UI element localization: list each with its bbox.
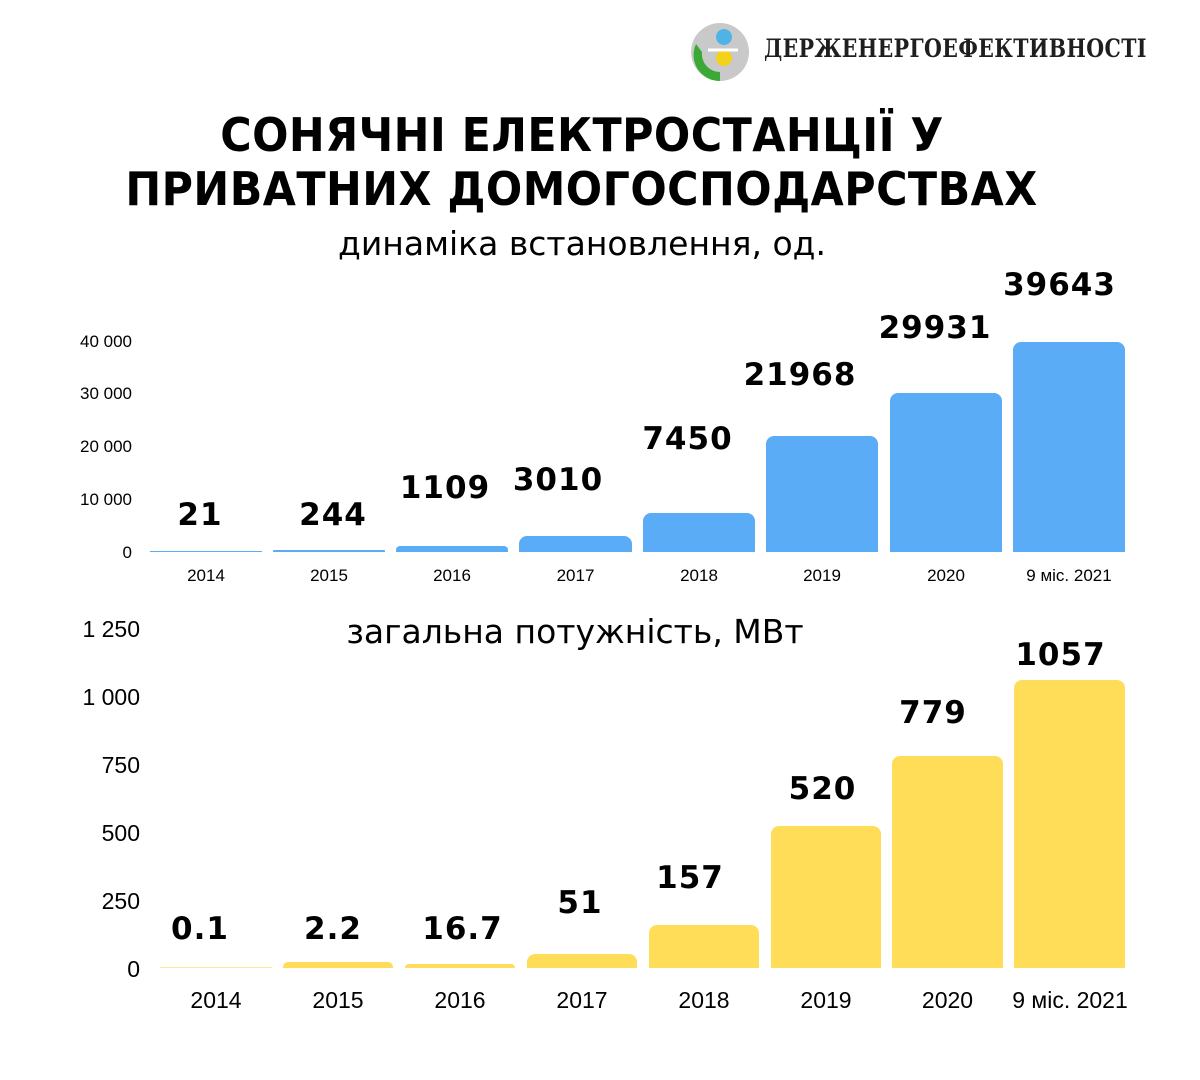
x-label: 2016	[433, 566, 471, 585]
chart2-title: загальна потужність, МВт	[346, 612, 804, 651]
x-label: 2014	[187, 566, 225, 585]
x-label: 2017	[556, 566, 595, 585]
value-label: 3010	[512, 462, 604, 498]
value-label: 244	[299, 497, 367, 533]
x-label: 2014	[190, 987, 242, 1013]
value-label: 7450	[642, 421, 733, 457]
value-label: 520	[788, 771, 857, 807]
bar-9m-2021	[1014, 680, 1125, 968]
x-label: 2018	[680, 566, 718, 585]
value-label: 1109	[399, 470, 491, 506]
value-label: 51	[557, 885, 603, 921]
page-title-line-1: СОНЯЧНІ ЕЛЕКТРОСТАНЦІЇ У	[220, 108, 944, 162]
x-label: 9 міс. 2021	[1012, 987, 1128, 1013]
bar-2017	[527, 954, 637, 968]
y-tick: 1 000	[82, 684, 140, 710]
energy-efficiency-logo-icon	[691, 23, 749, 82]
value-label: 21	[177, 497, 223, 533]
value-label: 16.7	[422, 911, 503, 947]
x-label: 2015	[312, 987, 364, 1013]
y-tick: 0	[122, 543, 132, 562]
bar-2016	[405, 964, 515, 968]
value-label: 21968	[743, 357, 857, 393]
bar-2018	[649, 925, 759, 968]
y-tick: 250	[101, 888, 140, 914]
bar-2019	[766, 436, 878, 552]
bar-2016	[396, 546, 508, 552]
x-label: 2015	[310, 566, 348, 585]
bar-2018	[643, 513, 755, 552]
x-label: 2016	[434, 987, 486, 1013]
bar-2014	[150, 551, 262, 552]
x-label: 2020	[921, 987, 974, 1013]
bar-2015	[283, 962, 393, 968]
value-label: 1057	[1015, 637, 1106, 673]
bar-2017	[519, 536, 632, 552]
bar-9m-2021	[1013, 342, 1125, 552]
value-label: 39643	[1003, 267, 1116, 303]
agency-logo: ДЕРЖЕНЕРГОЕФЕКТИВНОСТІ	[690, 22, 1147, 82]
bar-2020	[890, 393, 1002, 552]
y-tick: 20 000	[80, 437, 132, 456]
page-title-line-2: ПРИВАТНИХ ДОМОГОСПОДАРСТВАХ	[125, 162, 1039, 216]
bar-2019	[771, 826, 881, 968]
y-tick: 750	[101, 752, 140, 778]
x-label: 2017	[556, 987, 608, 1013]
y-tick: 30 000	[80, 384, 132, 403]
x-label: 2019	[800, 987, 852, 1013]
bar-2015	[273, 550, 385, 552]
x-label: 2018	[678, 987, 730, 1013]
x-label: 2020	[927, 566, 965, 585]
bar-2014	[160, 967, 272, 968]
value-label: 2.2	[304, 911, 362, 947]
value-label: 157	[656, 860, 724, 896]
bar-2020	[892, 756, 1003, 968]
y-tick: 40 000	[80, 332, 132, 351]
logo-text: ДЕРЖЕНЕРГОЕФЕКТИВНОСТІ	[764, 34, 1147, 63]
y-tick: 0	[127, 956, 140, 982]
chart1-title: динаміка встановлення, од.	[338, 224, 826, 263]
y-tick: 1 250	[82, 616, 140, 642]
value-label: 779	[899, 695, 967, 731]
x-label: 9 міс. 2021	[1026, 566, 1112, 585]
x-label: 2019	[803, 566, 841, 585]
y-tick: 500	[101, 820, 140, 846]
value-label: 0.1	[171, 911, 229, 947]
value-label: 29931	[878, 310, 992, 346]
y-tick: 10 000	[80, 490, 132, 509]
